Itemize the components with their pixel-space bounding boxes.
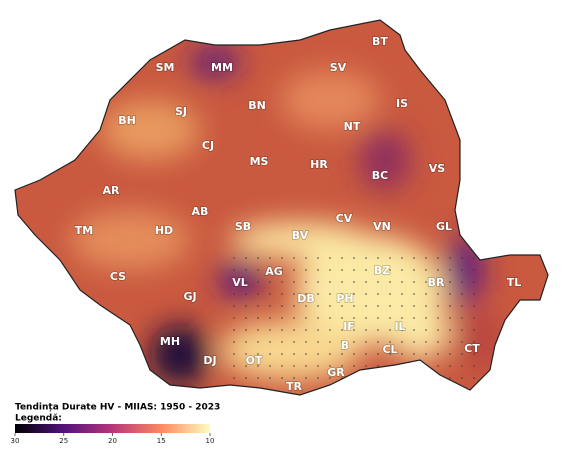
county-label: AR bbox=[103, 184, 121, 197]
legend: Tendința Durate HV - MIIAS: 1950 - 2023 … bbox=[11, 403, 221, 446]
county-label: GL bbox=[436, 220, 452, 233]
county-label: SM bbox=[156, 61, 175, 74]
county-label: OT bbox=[246, 354, 263, 367]
county-label: VL bbox=[232, 276, 248, 289]
county-label: AG bbox=[265, 265, 283, 278]
county-label: CS bbox=[110, 270, 126, 283]
county-label: DJ bbox=[203, 354, 216, 367]
county-label: CT bbox=[464, 342, 480, 355]
county-label: BC bbox=[372, 169, 388, 182]
county-label: GR bbox=[327, 366, 345, 379]
county-label: TM bbox=[75, 224, 93, 237]
legend-tick-label: 15 bbox=[157, 437, 166, 445]
county-label: CL bbox=[382, 343, 397, 356]
county-label: CJ bbox=[202, 139, 214, 152]
county-label: B bbox=[341, 339, 349, 352]
county-label: BR bbox=[428, 276, 445, 289]
county-label: GJ bbox=[183, 290, 196, 303]
county-label: SB bbox=[235, 220, 251, 233]
legend-tick-label: 20 bbox=[108, 437, 117, 445]
legend-tick-label: 10 bbox=[206, 437, 215, 445]
legend-tick-label: 30 bbox=[11, 437, 20, 445]
county-label: MH bbox=[160, 335, 180, 348]
county-label: BH bbox=[118, 114, 136, 127]
county-label: SV bbox=[330, 61, 347, 74]
county-label: BT bbox=[372, 35, 388, 48]
county-label: HD bbox=[155, 224, 173, 237]
county-label: TL bbox=[507, 276, 522, 289]
county-label: BN bbox=[248, 99, 266, 112]
county-labels: BT SM MM SV BH SJ BN IS NT CJ MS HR BC VS AR AB CV VN GL TM… bbox=[74, 34, 522, 394]
county-label: VS bbox=[429, 162, 446, 175]
county-label: CV bbox=[336, 212, 353, 225]
county-label: IL bbox=[394, 320, 405, 333]
county-label: HR bbox=[310, 158, 328, 171]
county-label: DB bbox=[297, 292, 315, 305]
legend-tick-label: 25 bbox=[59, 437, 68, 445]
county-label: PH bbox=[336, 292, 353, 305]
county-label: SJ bbox=[175, 105, 187, 118]
county-label: MS bbox=[250, 155, 269, 168]
county-label: IF bbox=[343, 320, 355, 333]
county-label: NT bbox=[344, 120, 361, 133]
legend-title: Tendința Durate HV - MIIAS: 1950 - 2023 bbox=[15, 403, 220, 413]
legend-label: Legendă: bbox=[15, 414, 62, 424]
county-label: BV bbox=[292, 229, 309, 242]
color-bar bbox=[15, 424, 210, 433]
county-label: TR bbox=[286, 380, 303, 393]
county-label: IS bbox=[396, 97, 408, 110]
county-label: AB bbox=[192, 205, 209, 218]
county-label: VN bbox=[373, 220, 391, 233]
county-label: BZ bbox=[374, 264, 390, 277]
county-label: MM bbox=[211, 61, 233, 74]
